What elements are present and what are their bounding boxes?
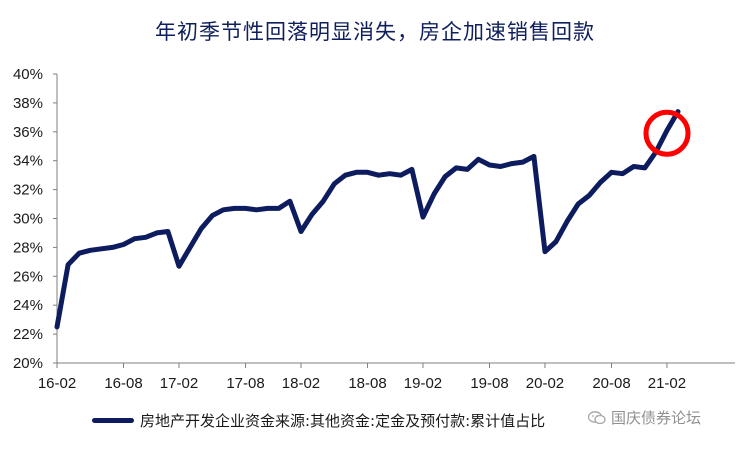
highlight-circle bbox=[643, 109, 691, 157]
series-layer bbox=[54, 109, 681, 330]
y-tick-label: 20% bbox=[13, 355, 43, 372]
y-tick-label: 36% bbox=[13, 124, 43, 141]
x-tick-label: 19-08 bbox=[470, 375, 508, 392]
x-tick-labels: 16-02 16-08 17-02 17-08 18-02 18-08 19-02 19-08… bbox=[38, 375, 686, 392]
x-tick-label: 16-08 bbox=[104, 375, 142, 392]
y-tick-label: 28% bbox=[13, 239, 43, 256]
y-tick-label: 40% bbox=[13, 66, 43, 83]
x-tick-label: 19-02 bbox=[404, 375, 442, 392]
watermark-text: 国庆债券论坛 bbox=[611, 409, 702, 427]
y-tick-label: 26% bbox=[13, 268, 43, 285]
x-tick-label: 20-08 bbox=[592, 375, 630, 392]
series-line bbox=[54, 109, 681, 330]
chart-title: 年初季节性回落明显消失，房企加速销售回款 bbox=[155, 20, 595, 44]
y-tick-label: 22% bbox=[13, 326, 43, 343]
x-tick-label: 16-02 bbox=[38, 375, 76, 392]
x-tick-label: 18-08 bbox=[348, 375, 386, 392]
axes bbox=[53, 73, 735, 368]
x-tick-label: 18-02 bbox=[282, 375, 320, 392]
legend-label: 房地产开发企业资金来源:其他资金:定金及预付款:累计值占比 bbox=[140, 411, 546, 430]
legend-swatch bbox=[92, 417, 134, 423]
x-tick-label: 17-08 bbox=[226, 375, 264, 392]
x-tick-label: 20-02 bbox=[526, 375, 564, 392]
legend: 房地产开发企业资金来源:其他资金:定金及预付款:累计值占比 bbox=[92, 409, 545, 431]
watermark: 国庆债券论坛 bbox=[588, 407, 701, 428]
y-tick-label: 34% bbox=[13, 153, 43, 170]
wechat-icon bbox=[588, 410, 606, 424]
y-tick-label: 38% bbox=[13, 95, 43, 112]
y-tick-labels: 20% 22% 24% 26% 28% 30% 32% 34% 36% 38% 40% bbox=[13, 66, 43, 372]
y-tick-label: 30% bbox=[13, 211, 43, 228]
y-tick-label: 32% bbox=[13, 182, 43, 199]
y-tick-label: 24% bbox=[13, 297, 43, 314]
highlight-layer bbox=[643, 109, 691, 157]
x-tick-label: 17-02 bbox=[160, 375, 198, 392]
x-tick-label: 21-02 bbox=[648, 375, 686, 392]
